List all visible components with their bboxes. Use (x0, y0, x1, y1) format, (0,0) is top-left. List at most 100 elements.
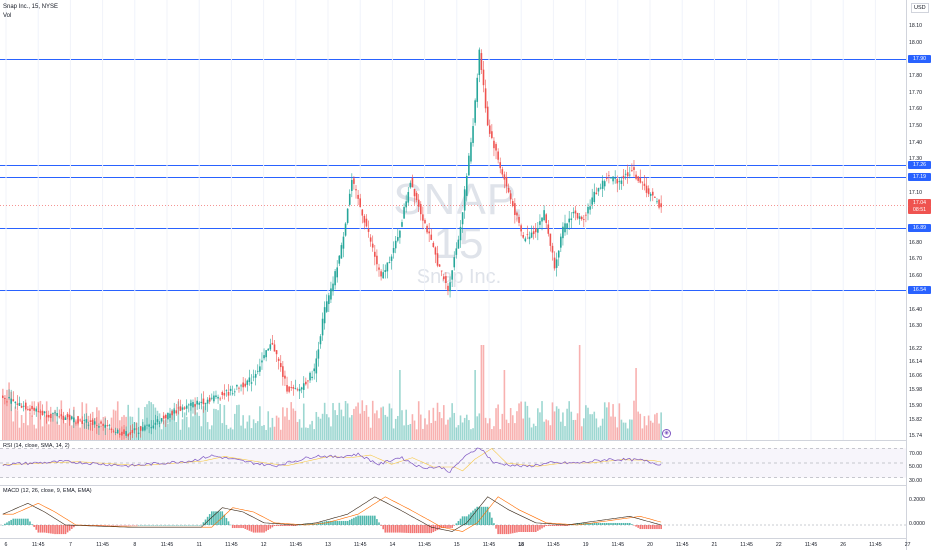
candle-body (442, 276, 445, 280)
macd-pane[interactable]: MACD (12, 26, close, 9, EMA, EMA) (0, 486, 906, 538)
candle-body (85, 419, 88, 423)
volume-bar (137, 407, 140, 440)
candle-body (401, 222, 403, 227)
candle-body (162, 415, 165, 419)
volume-bar (631, 419, 633, 440)
macd-histogram-bar (547, 525, 550, 527)
macd-histogram-bar (196, 525, 198, 526)
horizontal-level-line[interactable] (0, 165, 906, 166)
macd-histogram-bar (557, 525, 560, 527)
macd-histogram-bar (282, 525, 284, 527)
macd-histogram-bar (24, 518, 27, 525)
time-tick-label: 12 (260, 542, 267, 548)
volume-bar (376, 410, 378, 440)
main-chart-pane[interactable]: SNAP, 15 Snap Inc. Snap Inc., 15, NYSE V… (0, 0, 906, 440)
macd-histogram-bar (279, 525, 282, 527)
volume-bar (43, 416, 46, 440)
volume-bar (192, 416, 194, 440)
candle-body (98, 426, 100, 428)
volume-bar (432, 407, 435, 440)
volume-bar (292, 408, 295, 440)
candle-body (121, 431, 123, 436)
volume-bar (321, 413, 324, 440)
macd-histogram-bar (470, 512, 472, 525)
price-scale[interactable]: 15.74 15.82 15.90 15.98 16.06 16.14 16.22 16.30… (906, 0, 932, 550)
candle-body (75, 422, 77, 424)
candle-body (620, 180, 623, 184)
volume-bar (39, 400, 42, 440)
pane-separator[interactable] (0, 485, 906, 486)
volume-bar (346, 403, 349, 440)
watermark-name: Snap Inc. (416, 266, 502, 288)
volume-bar (267, 411, 270, 440)
candle-body (305, 381, 307, 385)
macd-histogram-bar (261, 525, 263, 533)
volume-bar (472, 428, 474, 440)
candle-body (369, 237, 372, 242)
macd-histogram-bar (386, 525, 389, 533)
macd-histogram-bar (369, 515, 372, 525)
legend-volume[interactable]: Vol (3, 13, 12, 19)
volume-bar (601, 418, 604, 440)
volume-bar (397, 415, 399, 440)
candle-body (597, 188, 600, 192)
volume-bar (29, 413, 31, 440)
volume-bar (148, 400, 150, 440)
currency-label[interactable]: USD (911, 3, 929, 13)
volume-bar (445, 424, 447, 440)
horizontal-level-line[interactable] (0, 59, 906, 60)
candle-body (114, 432, 117, 433)
macd-histogram-bar (169, 525, 171, 526)
volume-bar (238, 404, 240, 440)
horizontal-level-line[interactable] (0, 228, 906, 229)
macd-histogram-bar (618, 522, 621, 525)
volume-bar (420, 414, 422, 440)
volume-bar (518, 403, 520, 440)
candle-body (58, 416, 61, 418)
candle-body (334, 271, 336, 286)
candle-body (422, 214, 424, 221)
rsi-pane[interactable]: RSI (14, close, SMA, 14, 2) (0, 441, 906, 485)
macd-legend[interactable]: MACD (12, 26, close, 9, EMA, EMA) (3, 488, 92, 494)
horizontal-level-line[interactable] (0, 290, 906, 291)
time-tick-label: 11:45 (160, 542, 174, 548)
macd-histogram-bar (501, 525, 504, 535)
volume-bar (574, 419, 577, 440)
price-tick-label: 16.40 (909, 307, 922, 313)
pane-separator[interactable] (0, 440, 906, 441)
candle-body (376, 255, 378, 265)
volume-bar (495, 408, 497, 440)
macd-histogram-bar (651, 525, 654, 530)
volume-bar (405, 409, 407, 440)
volume-bar (528, 417, 531, 440)
candle-body (449, 282, 451, 292)
macd-histogram-bar (219, 511, 221, 525)
volume-bar (336, 415, 338, 440)
candle-body (348, 193, 351, 205)
volume-bar (484, 417, 487, 440)
time-axis[interactable]: 6 11:45 7 11:45 8 11:45 11 11:45 12 11:45 13 11:45 1… (0, 538, 910, 551)
candle-body (296, 389, 299, 391)
candle-body (202, 398, 205, 405)
candle-body (518, 216, 520, 223)
macd-histogram-bar (100, 525, 102, 526)
macd-histogram-bar (491, 517, 493, 525)
volume-bar (468, 420, 470, 440)
candle-body (309, 372, 311, 381)
macd-histogram-bar (328, 520, 330, 525)
candle-body (403, 207, 405, 219)
macd-histogram-bar (570, 524, 573, 526)
macd-histogram-bar (394, 525, 397, 533)
macd-histogram-bar (22, 518, 25, 525)
horizontal-level-line[interactable] (0, 177, 906, 178)
macd-histogram-bar (256, 525, 259, 533)
volume-bar (392, 428, 395, 440)
volume-bar (22, 422, 25, 440)
volume-bar (635, 368, 637, 440)
rsi-legend[interactable]: RSI (14, close, SMA, 14, 2) (3, 443, 70, 449)
macd-histogram-bar (273, 525, 276, 527)
volume-bar (499, 429, 502, 440)
macd-histogram-bar (564, 525, 566, 527)
legend-symbol[interactable]: Snap Inc., 15, NYSE (3, 4, 59, 10)
visibility-eye-icon[interactable]: ◉ (662, 429, 671, 438)
